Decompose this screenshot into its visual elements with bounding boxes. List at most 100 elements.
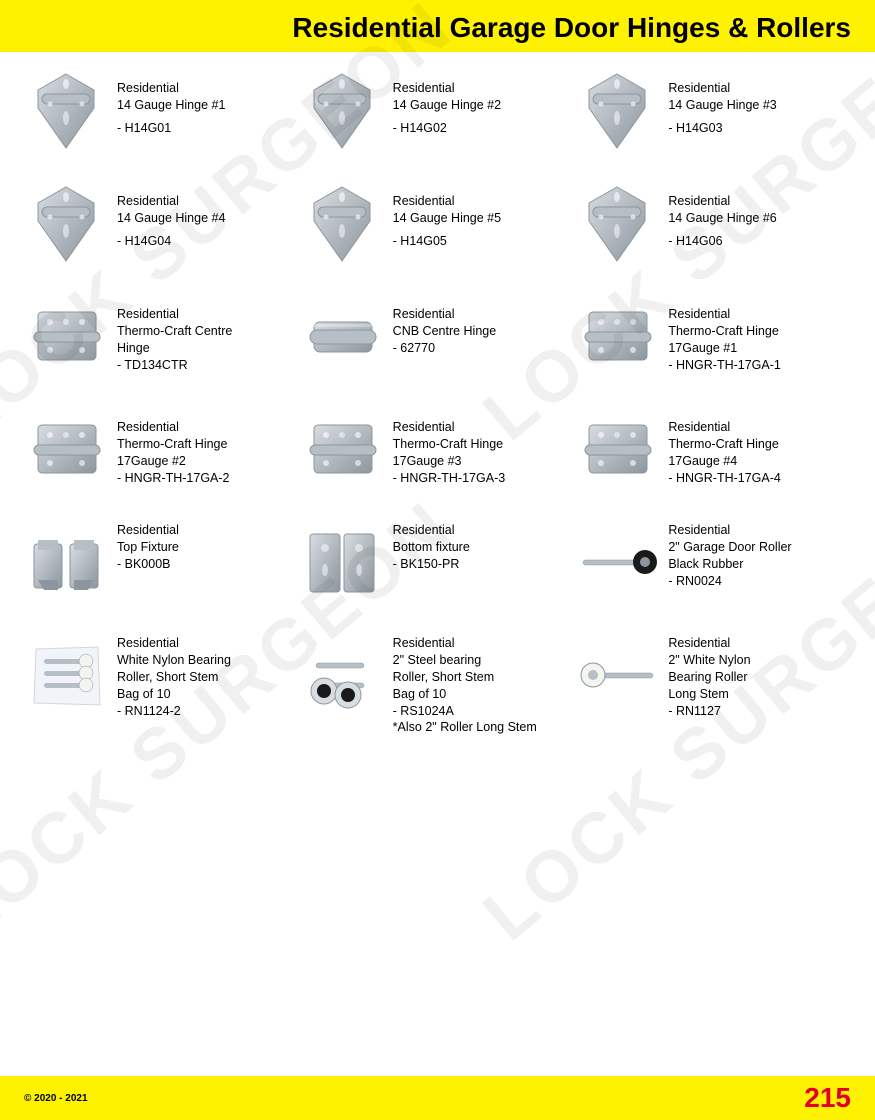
product-cell: Residential Thermo-Craft Hinge 17Gauge #… — [575, 294, 851, 379]
product-row: Residential Thermo-Craft Hinge 17Gauge #… — [24, 407, 851, 492]
product-image — [575, 407, 660, 492]
product-cell: Residential White Nylon Bearing Roller, … — [24, 633, 300, 736]
product-name: Residential White Nylon Bearing Roller, … — [117, 635, 231, 703]
product-text: Residential 14 Gauge Hinge #4 - H14G04 — [117, 181, 225, 250]
product-cell: Residential 14 Gauge Hinge #6 - H14G06 — [575, 181, 851, 266]
product-name: Residential 14 Gauge Hinge #1 — [117, 80, 225, 114]
product-cell: Residential Bottom fixture- BK150-PR — [300, 520, 576, 605]
product-image — [300, 68, 385, 153]
product-text: Residential CNB Centre Hinge- 62770 — [393, 294, 497, 357]
product-text: Residential 14 Gauge Hinge #5 - H14G05 — [393, 181, 501, 250]
product-name: Residential 2" White Nylon Bearing Rolle… — [668, 635, 750, 703]
product-text: Residential 14 Gauge Hinge #3 - H14G03 — [668, 68, 776, 137]
product-row: Residential White Nylon Bearing Roller, … — [24, 633, 851, 736]
product-image — [300, 294, 385, 379]
product-text: Residential Thermo-Craft Centre Hinge- T… — [117, 294, 232, 374]
product-code: - HNGR-TH-17GA-2 — [117, 470, 230, 487]
product-name: Residential CNB Centre Hinge — [393, 306, 497, 340]
product-image — [575, 181, 660, 266]
product-name: Residential Bottom fixture — [393, 522, 470, 556]
product-code: - HNGR-TH-17GA-1 — [668, 357, 781, 374]
product-code: - RN1127 — [668, 703, 750, 720]
product-cell: Residential Thermo-Craft Hinge 17Gauge #… — [300, 407, 576, 492]
product-cell: Residential 14 Gauge Hinge #1 - H14G01 — [24, 68, 300, 153]
product-text: Residential 14 Gauge Hinge #2 - H14G02 — [393, 68, 501, 137]
product-name: Residential 14 Gauge Hinge #6 — [668, 193, 776, 227]
product-code: - H14G06 — [668, 233, 776, 250]
product-text: Residential Top Fixture- BK000B — [117, 520, 179, 573]
product-code: - H14G04 — [117, 233, 225, 250]
product-text: Residential 2" Steel bearing Roller, Sho… — [393, 633, 537, 736]
product-text: Residential Thermo-Craft Hinge 17Gauge #… — [668, 407, 781, 487]
product-image — [300, 407, 385, 492]
product-name: Residential Thermo-Craft Hinge 17Gauge #… — [668, 419, 781, 470]
copyright: © 2020 - 2021 — [24, 1093, 88, 1104]
product-text: Residential 14 Gauge Hinge #6 - H14G06 — [668, 181, 776, 250]
product-image — [24, 294, 109, 379]
product-text: Residential Thermo-Craft Hinge 17Gauge #… — [393, 407, 506, 487]
product-cell: Residential 14 Gauge Hinge #2 - H14G02 — [300, 68, 576, 153]
product-cell: Residential 14 Gauge Hinge #5 - H14G05 — [300, 181, 576, 266]
product-code: - BK150-PR — [393, 556, 470, 573]
product-cell: Residential 2" Garage Door Roller Black … — [575, 520, 851, 605]
product-row: Residential Top Fixture- BK000B Resident… — [24, 520, 851, 605]
product-image — [24, 68, 109, 153]
product-text: Residential 2" White Nylon Bearing Rolle… — [668, 633, 750, 719]
product-image — [24, 181, 109, 266]
product-code: - RS1024A *Also 2" Roller Long Stem — [393, 703, 537, 737]
product-name: Residential Thermo-Craft Centre Hinge — [117, 306, 232, 357]
product-code: - H14G03 — [668, 120, 776, 137]
product-row: Residential Thermo-Craft Centre Hinge- T… — [24, 294, 851, 379]
product-name: Residential 2" Garage Door Roller Black … — [668, 522, 791, 573]
product-cell: Residential 2" White Nylon Bearing Rolle… — [575, 633, 851, 736]
product-cell: Residential Thermo-Craft Hinge 17Gauge #… — [575, 407, 851, 492]
product-name: Residential Top Fixture — [117, 522, 179, 556]
product-name: Residential 14 Gauge Hinge #2 — [393, 80, 501, 114]
product-code: - H14G02 — [393, 120, 501, 137]
product-code: - H14G01 — [117, 120, 225, 137]
product-code: - HNGR-TH-17GA-4 — [668, 470, 781, 487]
product-cell: Residential 2" Steel bearing Roller, Sho… — [300, 633, 576, 736]
product-image — [575, 68, 660, 153]
product-image — [300, 633, 385, 718]
product-image — [300, 181, 385, 266]
product-name: Residential Thermo-Craft Hinge 17Gauge #… — [117, 419, 230, 470]
product-text: Residential Bottom fixture- BK150-PR — [393, 520, 470, 573]
product-code: - HNGR-TH-17GA-3 — [393, 470, 506, 487]
product-image — [24, 633, 109, 718]
product-text: Residential Thermo-Craft Hinge 17Gauge #… — [668, 294, 781, 374]
product-code: - RN1124-2 — [117, 703, 231, 720]
product-name: Residential 14 Gauge Hinge #5 — [393, 193, 501, 227]
product-row: Residential 14 Gauge Hinge #4 - H14G04 Re… — [24, 181, 851, 266]
product-cell: Residential Top Fixture- BK000B — [24, 520, 300, 605]
product-name: Residential 2" Steel bearing Roller, Sho… — [393, 635, 537, 703]
product-code: - BK000B — [117, 556, 179, 573]
product-text: Residential White Nylon Bearing Roller, … — [117, 633, 231, 719]
product-text: Residential Thermo-Craft Hinge 17Gauge #… — [117, 407, 230, 487]
product-code: - RN0024 — [668, 573, 791, 590]
product-text: Residential 14 Gauge Hinge #1 - H14G01 — [117, 68, 225, 137]
page-footer: © 2020 - 2021 215 — [0, 1076, 875, 1120]
product-code: - TD134CTR — [117, 357, 232, 374]
product-image — [24, 520, 109, 605]
product-text: Residential 2" Garage Door Roller Black … — [668, 520, 791, 590]
product-name: Residential 14 Gauge Hinge #4 — [117, 193, 225, 227]
product-cell: Residential 14 Gauge Hinge #3 - H14G03 — [575, 68, 851, 153]
product-image — [575, 520, 660, 605]
product-cell: Residential Thermo-Craft Hinge 17Gauge #… — [24, 407, 300, 492]
product-cell: Residential CNB Centre Hinge- 62770 — [300, 294, 576, 379]
page-header: Residential Garage Door Hinges & Rollers — [0, 0, 875, 52]
product-image — [300, 520, 385, 605]
product-code: - H14G05 — [393, 233, 501, 250]
product-name: Residential 14 Gauge Hinge #3 — [668, 80, 776, 114]
product-code: - 62770 — [393, 340, 497, 357]
page-title: Residential Garage Door Hinges & Rollers — [24, 12, 851, 44]
product-name: Residential Thermo-Craft Hinge 17Gauge #… — [668, 306, 781, 357]
product-cell: Residential 14 Gauge Hinge #4 - H14G04 — [24, 181, 300, 266]
product-image — [575, 633, 660, 718]
product-grid: Residential 14 Gauge Hinge #1 - H14G01 Re… — [0, 52, 875, 736]
product-cell: Residential Thermo-Craft Centre Hinge- T… — [24, 294, 300, 379]
product-name: Residential Thermo-Craft Hinge 17Gauge #… — [393, 419, 506, 470]
product-row: Residential 14 Gauge Hinge #1 - H14G01 Re… — [24, 68, 851, 153]
page-number: 215 — [804, 1082, 851, 1114]
